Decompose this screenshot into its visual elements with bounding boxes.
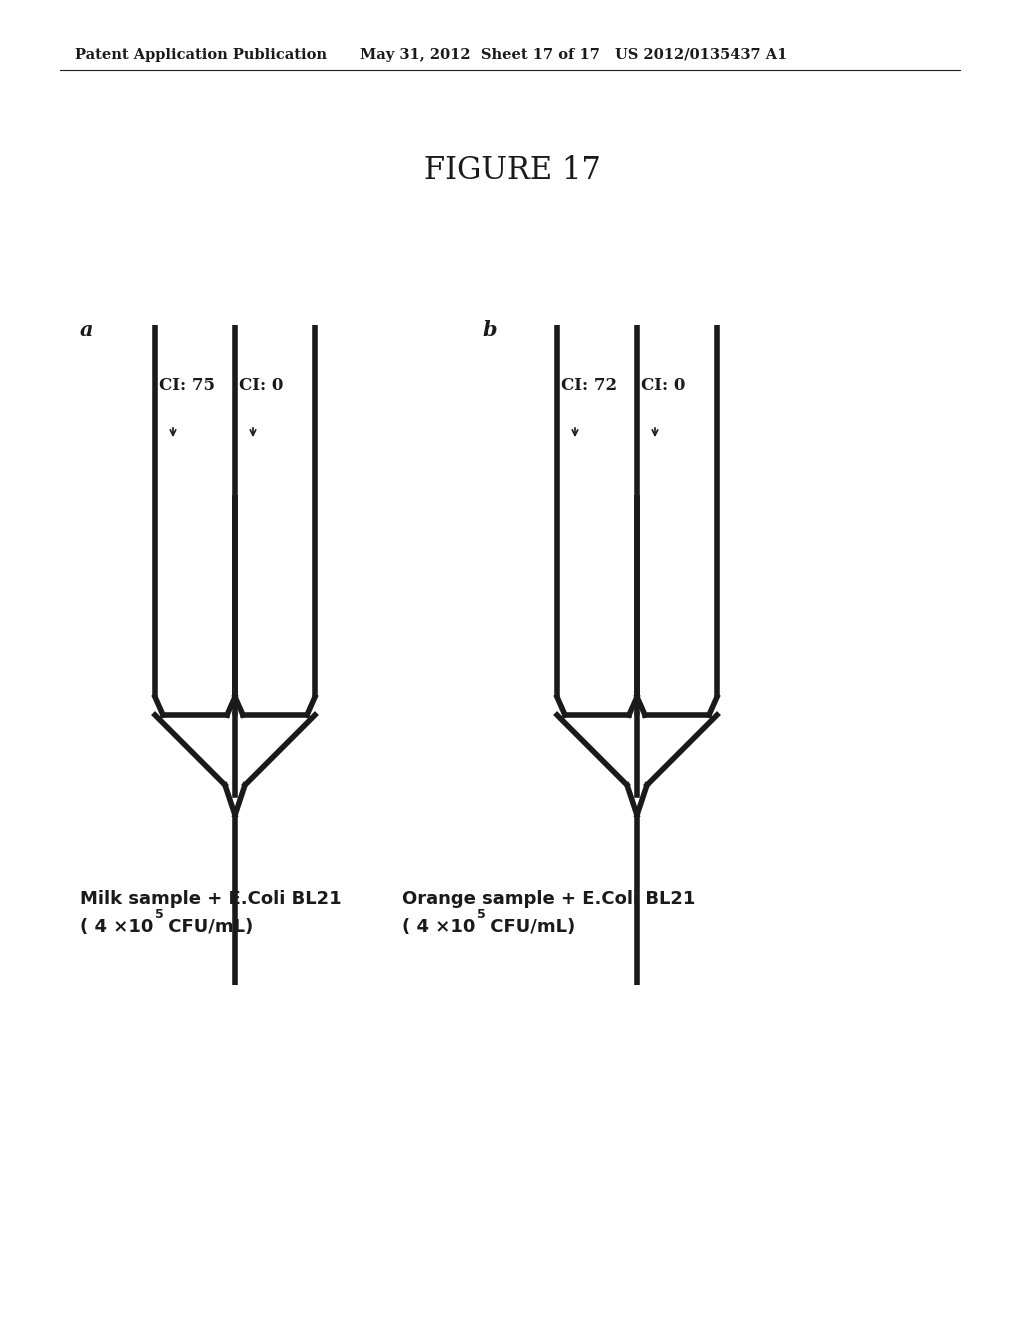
Text: ( 4 ×10: ( 4 ×10 [402,917,475,936]
Text: CI: 75: CI: 75 [159,378,215,393]
Text: CFU/mL): CFU/mL) [484,917,575,936]
Text: CI: 72: CI: 72 [561,378,617,393]
Text: CI: 0: CI: 0 [239,378,284,393]
Text: Orange sample + E.Coli BL21: Orange sample + E.Coli BL21 [402,890,695,908]
Text: 5: 5 [155,908,164,921]
Text: CI: 0: CI: 0 [641,378,685,393]
Text: US 2012/0135437 A1: US 2012/0135437 A1 [615,48,787,62]
Text: a: a [80,319,93,341]
Text: b: b [482,319,497,341]
Text: Milk sample + E.Coli BL21: Milk sample + E.Coli BL21 [80,890,342,908]
Text: ( 4 ×10: ( 4 ×10 [80,917,154,936]
Text: Patent Application Publication: Patent Application Publication [75,48,327,62]
Text: FIGURE 17: FIGURE 17 [424,154,600,186]
Text: 5: 5 [477,908,485,921]
Text: May 31, 2012  Sheet 17 of 17: May 31, 2012 Sheet 17 of 17 [360,48,600,62]
Text: CFU/mL): CFU/mL) [162,917,253,936]
